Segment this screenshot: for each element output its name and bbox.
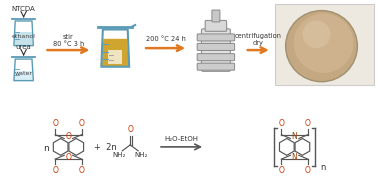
Text: water: water [15, 71, 33, 76]
FancyBboxPatch shape [197, 63, 235, 70]
Text: N: N [292, 132, 297, 141]
Text: NTCDA: NTCDA [12, 6, 36, 12]
Text: O: O [79, 119, 85, 128]
Circle shape [294, 14, 353, 73]
Text: H₂O-EtOH: H₂O-EtOH [164, 136, 198, 142]
Circle shape [302, 20, 330, 48]
Text: O: O [305, 166, 311, 175]
Text: O: O [65, 132, 71, 141]
Polygon shape [102, 39, 129, 66]
Text: ethanol: ethanol [12, 35, 36, 40]
Text: O: O [79, 166, 85, 175]
Text: O: O [53, 166, 58, 175]
Text: NH₂: NH₂ [135, 152, 148, 158]
Text: O: O [305, 119, 311, 128]
Text: O: O [279, 119, 284, 128]
Text: +  2n: + 2n [94, 143, 117, 152]
Text: n: n [43, 144, 49, 153]
FancyBboxPatch shape [197, 54, 235, 61]
Text: O: O [53, 119, 58, 128]
Polygon shape [108, 50, 122, 64]
Text: O: O [279, 166, 284, 175]
Text: NH₂: NH₂ [113, 152, 126, 158]
FancyBboxPatch shape [212, 10, 220, 22]
Text: centrifugation
dry: centrifugation dry [235, 33, 282, 46]
Text: 200 °C 24 h: 200 °C 24 h [146, 36, 186, 42]
FancyBboxPatch shape [197, 34, 235, 41]
Text: stir
80 °C 3 h: stir 80 °C 3 h [53, 34, 84, 47]
FancyBboxPatch shape [197, 43, 235, 50]
Text: urea: urea [16, 44, 31, 50]
FancyBboxPatch shape [201, 29, 230, 71]
FancyBboxPatch shape [275, 4, 374, 85]
Polygon shape [14, 71, 33, 80]
Polygon shape [14, 32, 33, 45]
Text: O: O [127, 125, 133, 134]
FancyBboxPatch shape [205, 20, 227, 31]
Text: O: O [65, 153, 71, 162]
Circle shape [286, 11, 357, 82]
Text: N: N [292, 153, 297, 162]
Text: n: n [320, 163, 325, 172]
